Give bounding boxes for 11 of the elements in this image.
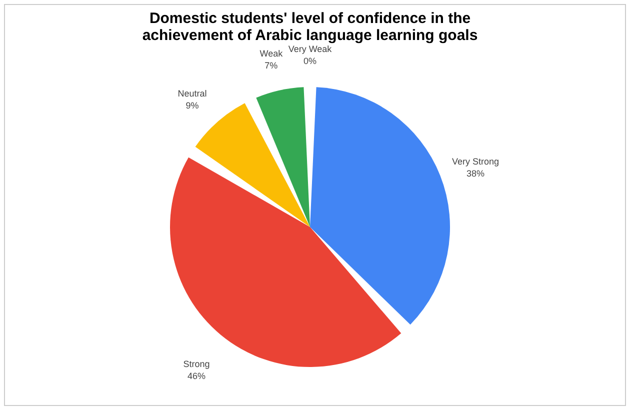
data-label: 9% bbox=[186, 100, 199, 110]
data-label: 46% bbox=[188, 371, 206, 382]
chart-title: Domestic students' level of confidence in the achievement of Arabic language learning goals bbox=[142, 10, 478, 44]
category-label: Very Weak bbox=[288, 44, 332, 54]
slice-label: Very Strong bbox=[452, 156, 500, 166]
data-label: 38% bbox=[466, 168, 485, 178]
slice-label: Neutral bbox=[178, 88, 207, 98]
slice-label: Strong bbox=[183, 359, 210, 370]
slice-label: Weak bbox=[260, 48, 284, 58]
text: 0% bbox=[303, 56, 317, 66]
data-label: 7% bbox=[264, 60, 278, 70]
